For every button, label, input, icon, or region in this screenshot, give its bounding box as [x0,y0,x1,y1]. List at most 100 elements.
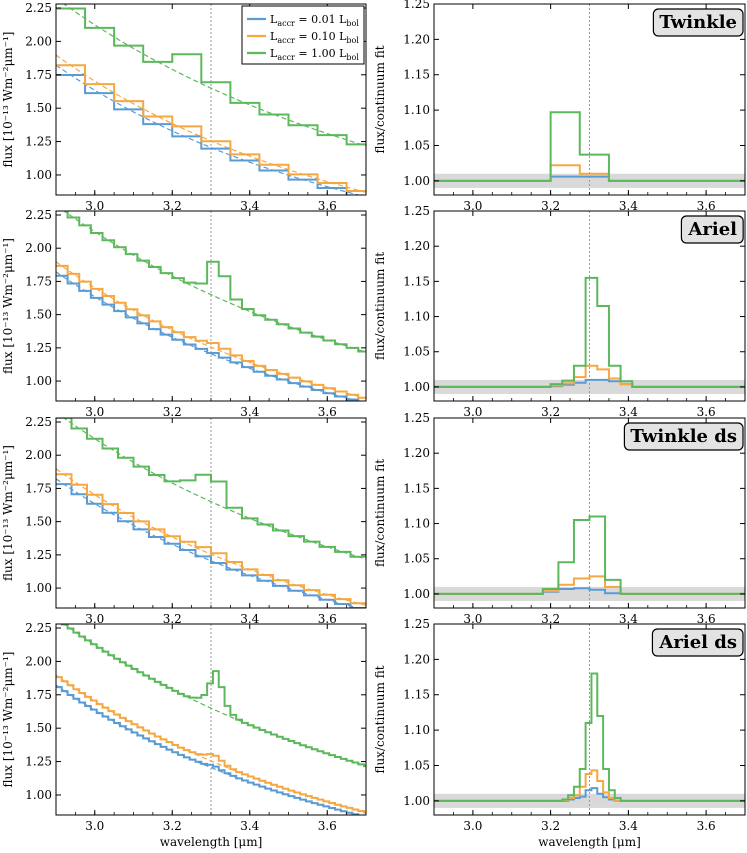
y-tick-label: 1.10 [403,103,430,117]
x-tick-label: 3.6 [697,612,716,626]
instrument-badge-label: Ariel ds [658,632,737,653]
x-tick-label: 3.0 [85,612,104,626]
ratio-panel-4: 3.0 3.2 3.4 3.6 1.00 1.05 1.10 1.15 1.20 1.25 flux… [373,617,746,849]
continuum-fit-0.10 [56,54,366,193]
flux-series-0.10 [56,64,366,193]
x-tick-label: 3.2 [163,819,182,833]
y-tick-label: 1.25 [403,617,430,631]
legend-entry-label: Laccr = 1.00 Lbol [270,47,359,62]
y-tick-label: 2.00 [25,654,52,668]
plot-area [434,211,745,401]
instrument-badge: Twinkle ds [623,422,744,451]
y-tick-label: 1.05 [403,758,430,772]
plot-area [56,418,366,608]
x-axis-label: wavelength [μm] [160,835,263,849]
x-tick-label: 3.4 [240,405,259,419]
y-tick-label: 1.25 [403,411,430,425]
legend-text-part: L [270,47,278,60]
y-axis-label: flux [10⁻¹³ Wm⁻²μm⁻¹] [1,445,15,581]
y-axis-label: flux [10⁻¹³ Wm⁻²μm⁻¹] [1,238,15,374]
x-tick-label: 3.6 [697,819,716,833]
y-tick-label: 1.20 [403,652,430,666]
x-tick-label: 3.4 [619,405,638,419]
noise-band [434,379,745,394]
instrument-badge-box [623,422,744,451]
legend-text-sub: bol [346,53,359,62]
continuum-fit-0.10 [56,468,366,606]
flux-series-0.10 [56,473,366,605]
x-tick-label: 3.6 [318,819,337,833]
y-axis-label: flux/continuum fit [373,665,387,773]
y-tick-label: 1.00 [403,587,430,601]
y-tick-label: 1.20 [403,32,430,46]
x-tick-label: 3.0 [463,199,482,213]
x-tick-label: 3.2 [163,405,182,419]
y-tick-label: 1.50 [25,515,52,529]
y-tick-label: 1.50 [25,308,52,322]
y-tick-label: 1.25 [25,548,52,562]
x-tick-label: 3.6 [318,405,337,419]
instrument-badge: Ariel ds [651,628,744,657]
ratio-series-1.00 [434,111,745,182]
y-axis-label: flux [10⁻¹³ Wm⁻²μm⁻¹] [1,652,15,788]
flux-series-1.00 [56,418,366,558]
y-tick-label: 1.00 [403,174,430,188]
legend-text-part: L [270,13,278,26]
legend-text-sub: bol [346,19,359,28]
plot-area [434,4,745,195]
y-tick-label: 1.00 [25,374,52,388]
y-tick-label: 2.25 [25,415,52,429]
y-axis-label: flux/continuum fit [373,45,387,153]
instrument-badge-box [651,628,744,657]
flux-series-0.01 [56,686,366,815]
y-axis-label: flux [10⁻¹³ Wm⁻²μm⁻¹] [1,32,15,168]
flux-series-0.10 [56,264,366,399]
flux-series-0.01 [56,274,360,401]
x-tick-label: 3.6 [318,612,337,626]
y-tick-label: 1.25 [403,204,430,218]
plot-area [56,211,366,401]
y-tick-label: 1.15 [403,68,430,82]
x-tick-label: 3.2 [541,819,560,833]
y-tick-label: 1.25 [25,135,52,149]
y-tick-label: 1.50 [25,721,52,735]
y-tick-label: 2.00 [25,241,52,255]
x-tick-label: 3.0 [463,405,482,419]
plot-area [56,4,366,195]
y-tick-label: 1.00 [25,581,52,595]
x-tick-label: 3.0 [463,612,482,626]
y-tick-label: 2.00 [25,448,52,462]
x-tick-label: 3.2 [541,199,560,213]
y-tick-label: 1.15 [403,688,430,702]
instrument-badge-label: Twinkle ds [630,426,737,447]
instrument-badge-box [680,215,744,244]
continuum-fit-1.00 [63,211,366,353]
y-axis-label: flux/continuum fit [373,459,387,567]
y-tick-label: 1.25 [403,0,430,11]
x-tick-label: 3.2 [163,199,182,213]
y-tick-label: 1.10 [403,310,430,324]
y-tick-label: 1.15 [403,481,430,495]
ratio-panel-3: 3.0 3.2 3.4 3.6 1.00 1.05 1.10 1.15 1.20 1.25 flux… [373,411,746,626]
flux-series-0.10 [56,676,366,814]
instrument-badge-label: Twinkle [659,12,737,33]
x-tick-label: 3.4 [240,819,259,833]
y-tick-label: 1.00 [403,380,430,394]
ratio-series-1.00 [434,276,745,388]
x-tick-label: 3.4 [240,612,259,626]
y-tick-label: 2.25 [25,1,52,15]
y-tick-label: 1.05 [403,138,430,152]
x-tick-label: 3.0 [463,819,482,833]
ratio-panel-2: 3.0 3.2 3.4 3.6 1.00 1.05 1.10 1.15 1.20 1.25 flux… [373,204,746,419]
y-tick-label: 1.20 [403,446,430,460]
continuum-fit-0.10 [56,261,366,399]
ratio-series-1.00 [434,672,745,802]
x-tick-label: 3.0 [85,819,104,833]
x-tick-label: 3.2 [541,612,560,626]
legend-text-sub: bol [346,36,359,45]
y-tick-label: 1.50 [25,101,52,115]
y-tick-label: 1.10 [403,517,430,531]
y-tick-label: 1.00 [25,168,52,182]
noise-band [434,586,745,601]
